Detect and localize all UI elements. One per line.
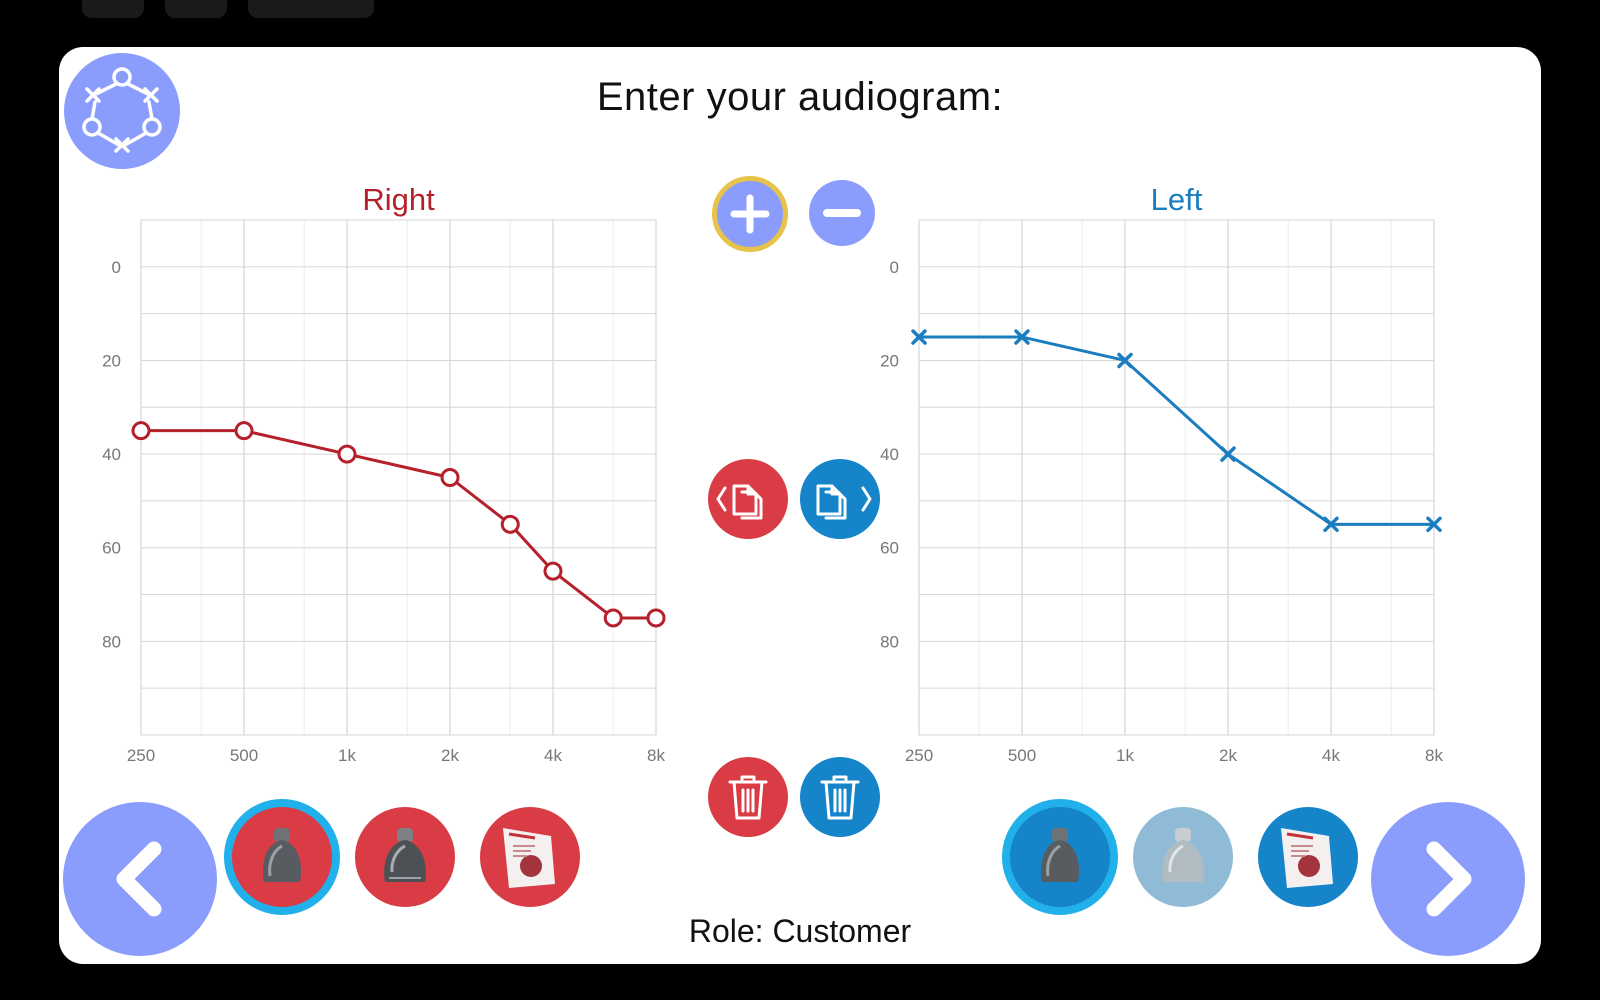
left-audiogram-chart[interactable]: 250 500 1k 2k 4k 8k 0 20 40 60 80 Left (862, 177, 1522, 827)
dome-open-icon (1162, 828, 1204, 882)
y-tick-label: 20 (102, 351, 121, 370)
left-data-point[interactable] (1426, 516, 1442, 533)
right-data-point[interactable] (234, 421, 254, 441)
chevron-right-icon (1426, 841, 1472, 917)
right-dome-package-option[interactable] (480, 807, 580, 907)
left-threshold-line (919, 335, 1434, 526)
add-point-button[interactable] (712, 176, 788, 252)
right-chart-title: Right (362, 182, 435, 217)
window-tab (165, 0, 227, 18)
right-data-point[interactable] (603, 608, 623, 628)
dome-open-icon (384, 828, 426, 882)
left-dome-package-option[interactable] (1258, 807, 1358, 907)
app-screen: Enter your audiogram: 250 500 1k 2k 4k 8k 0 20 4… (59, 47, 1541, 964)
y-tick-label: 0 (890, 258, 899, 277)
y-tick-label: 0 (112, 258, 121, 277)
audiogram-logo-icon (64, 53, 180, 169)
back-button[interactable] (63, 802, 217, 956)
x-tick-label: 500 (230, 746, 258, 765)
left-open-dome-option[interactable] (1133, 807, 1233, 907)
x-tick-label: 250 (127, 746, 155, 765)
left-data-point[interactable] (1014, 329, 1030, 345)
right-closed-dome-option[interactable] (224, 799, 340, 915)
right-data-point[interactable] (500, 514, 520, 534)
left-data-point[interactable] (911, 329, 927, 345)
right-data-point[interactable] (131, 421, 151, 441)
left-data-point[interactable] (1323, 516, 1339, 533)
chevron-left-icon (116, 841, 162, 917)
remove-point-button[interactable] (809, 180, 875, 246)
x-tick-label: 1k (1116, 746, 1134, 765)
right-threshold-line (141, 429, 656, 620)
delete-left-button[interactable] (800, 757, 880, 837)
y-tick-label: 80 (102, 632, 121, 651)
next-button[interactable] (1371, 802, 1525, 956)
trash-icon (728, 775, 768, 820)
left-data-point[interactable] (1220, 446, 1236, 462)
trash-icon (820, 775, 860, 820)
minus-icon (823, 209, 861, 217)
y-tick-label: 60 (102, 539, 121, 558)
y-tick-label: 40 (102, 445, 121, 464)
copy-right-to-left-button[interactable] (800, 459, 880, 539)
left-chart-title: Left (1151, 182, 1203, 217)
right-data-point[interactable] (337, 444, 357, 464)
x-tick-label: 2k (1219, 746, 1237, 765)
role-label: Role: Customer (688, 913, 912, 949)
plus-icon (730, 194, 770, 234)
page-title: Enter your audiogram: (596, 75, 1004, 119)
x-tick-label: 4k (1322, 746, 1340, 765)
x-tick-label: 8k (647, 746, 665, 765)
right-data-point[interactable] (543, 561, 563, 581)
copy-right-icon (816, 484, 872, 520)
dome-package-icon (1281, 828, 1333, 888)
dome-closed-icon (262, 828, 302, 882)
right-audiogram-chart[interactable]: 250 500 1k 2k 4k 8k 0 20 40 60 80 Right (84, 177, 744, 827)
right-data-point[interactable] (646, 608, 666, 628)
left-closed-dome-option[interactable] (1002, 799, 1118, 915)
x-tick-label: 250 (905, 746, 933, 765)
window-tab (248, 0, 374, 18)
left-data-point[interactable] (1117, 352, 1133, 369)
y-tick-label: 60 (880, 539, 899, 558)
y-tick-label: 80 (880, 632, 899, 651)
window-tab (82, 0, 144, 18)
x-tick-label: 2k (441, 746, 459, 765)
x-tick-label: 1k (338, 746, 356, 765)
copy-left-to-right-button[interactable] (708, 459, 788, 539)
dome-package-icon (503, 828, 555, 888)
y-tick-label: 20 (880, 351, 899, 370)
dome-closed-icon (1040, 828, 1080, 882)
x-tick-label: 4k (544, 746, 562, 765)
y-tick-label: 40 (880, 445, 899, 464)
delete-right-button[interactable] (708, 757, 788, 837)
x-tick-label: 500 (1008, 746, 1036, 765)
copy-left-icon (716, 484, 763, 520)
right-open-dome-option[interactable] (355, 807, 455, 907)
right-data-point[interactable] (440, 468, 460, 487)
x-tick-label: 8k (1425, 746, 1443, 765)
